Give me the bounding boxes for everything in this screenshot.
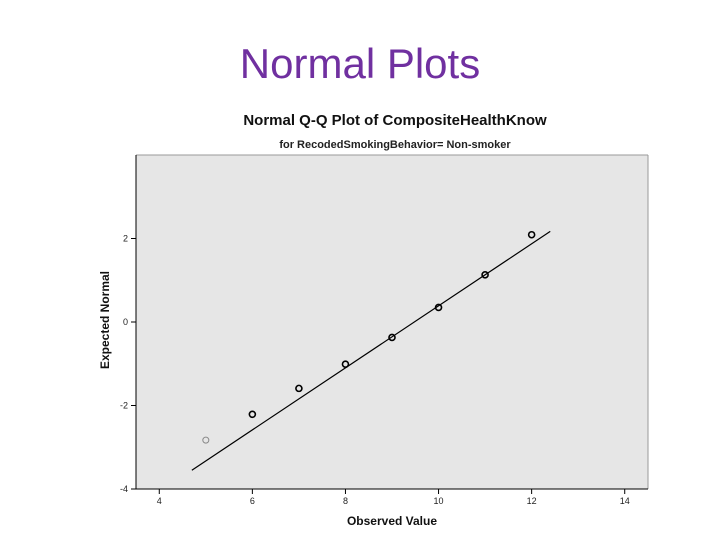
x-tick-label: 6 [250, 496, 255, 506]
x-axis-label: Observed Value [346, 514, 438, 528]
reference-line [191, 230, 551, 471]
x-tick-label: 10 [434, 496, 444, 506]
x-tick-label: 12 [527, 496, 537, 506]
chart-subtitle: for RecodedSmokingBehavior= Non-smoker [279, 139, 511, 151]
plot-area [136, 155, 648, 489]
y-tick-label: 0 [123, 317, 128, 327]
y-tick-label: -2 [120, 401, 128, 411]
x-tick-label: 4 [157, 496, 162, 506]
data-point [295, 384, 303, 393]
data-point [434, 303, 443, 312]
data-point [388, 333, 396, 342]
data-point [481, 271, 489, 279]
data-point [341, 360, 350, 368]
x-tick-label: 8 [343, 496, 348, 506]
slide-title: Normal Plots [239, 40, 481, 87]
data-point [527, 230, 536, 239]
data-point [202, 436, 210, 444]
data-point [248, 410, 257, 419]
y-tick-label: 2 [123, 234, 128, 244]
y-tick-label: -4 [120, 484, 128, 494]
x-tick-label: 14 [620, 496, 630, 506]
chart-title: Normal Q-Q Plot of CompositeHealthKnow [243, 112, 547, 129]
